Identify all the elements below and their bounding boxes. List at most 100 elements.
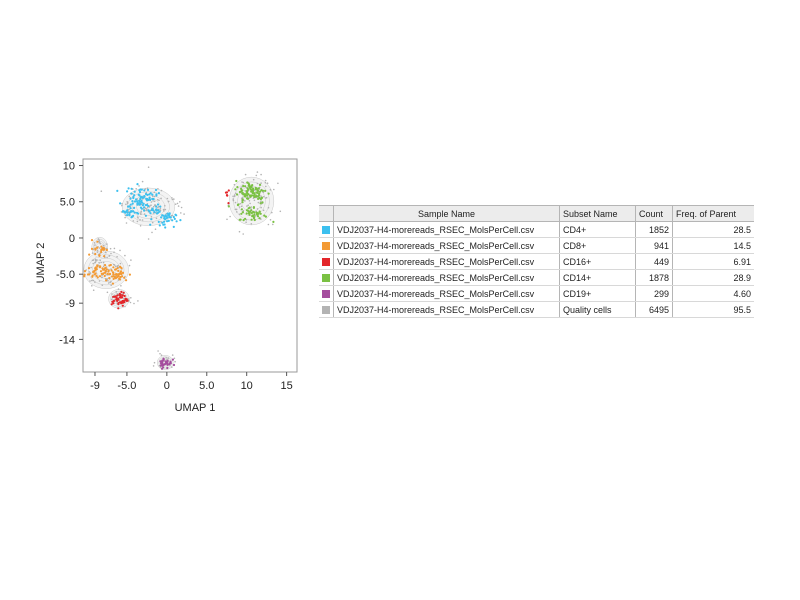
data-point bbox=[100, 248, 103, 252]
data-point bbox=[262, 209, 265, 212]
data-point bbox=[101, 274, 103, 277]
data-point bbox=[146, 187, 149, 189]
data-point bbox=[115, 265, 117, 268]
data-point bbox=[130, 297, 132, 299]
data-point bbox=[250, 206, 253, 208]
row-sample-name: VDJ2037-H4-morereads_RSEC_MolsPerCell.cs… bbox=[333, 269, 560, 286]
data-point bbox=[128, 300, 130, 302]
data-point bbox=[256, 208, 259, 210]
data-point bbox=[122, 210, 125, 213]
data-point bbox=[159, 208, 162, 210]
data-point bbox=[111, 300, 114, 303]
data-point bbox=[253, 218, 256, 222]
data-point bbox=[166, 197, 169, 200]
header-freq-of-parent[interactable]: Freq. of Parent bbox=[672, 205, 754, 222]
header-sample-name[interactable]: Sample Name bbox=[333, 205, 560, 222]
data-point bbox=[169, 360, 172, 363]
table-row[interactable]: VDJ2037-H4-morereads_RSEC_MolsPerCell.cs… bbox=[319, 285, 754, 302]
data-point bbox=[133, 190, 136, 193]
data-point bbox=[93, 273, 96, 276]
data-point bbox=[125, 299, 128, 302]
data-point bbox=[129, 301, 132, 304]
data-point bbox=[250, 194, 254, 197]
data-point bbox=[160, 189, 163, 192]
data-point bbox=[150, 216, 153, 218]
row-count: 1878 bbox=[635, 269, 673, 286]
data-point bbox=[113, 247, 116, 250]
data-point bbox=[137, 217, 139, 219]
data-point bbox=[90, 266, 92, 269]
table-row[interactable]: VDJ2037-H4-morereads_RSEC_MolsPerCell.cs… bbox=[319, 269, 754, 286]
x-tick-label: -9 bbox=[90, 380, 100, 392]
data-point bbox=[98, 247, 101, 249]
data-point bbox=[120, 290, 123, 293]
data-point bbox=[125, 203, 127, 206]
data-point bbox=[145, 209, 147, 212]
data-point bbox=[165, 357, 167, 359]
data-point bbox=[102, 244, 105, 247]
table-row[interactable]: VDJ2037-H4-morereads_RSEC_MolsPerCell.cs… bbox=[319, 253, 754, 270]
data-point bbox=[247, 212, 250, 215]
population-table: Sample Name Subset Name Count Freq. of P… bbox=[319, 205, 754, 318]
data-point bbox=[247, 184, 250, 187]
data-point bbox=[104, 251, 107, 254]
data-point bbox=[244, 173, 247, 176]
table-row[interactable]: VDJ2037-H4-morereads_RSEC_MolsPerCell.cs… bbox=[319, 301, 754, 318]
y-tick-label: -5.0 bbox=[56, 269, 75, 281]
y-tick-label: 10 bbox=[63, 161, 75, 173]
data-point bbox=[157, 188, 159, 190]
data-point bbox=[164, 205, 166, 207]
data-point bbox=[251, 191, 254, 195]
data-point bbox=[146, 188, 150, 191]
data-point bbox=[139, 188, 142, 191]
data-point bbox=[120, 302, 123, 305]
data-point bbox=[163, 220, 166, 223]
header-count[interactable]: Count bbox=[635, 205, 673, 222]
data-point bbox=[269, 219, 272, 221]
data-point bbox=[241, 199, 244, 202]
data-point bbox=[140, 200, 143, 203]
header-subset-name[interactable]: Subset Name bbox=[559, 205, 636, 222]
data-point bbox=[136, 202, 139, 205]
data-point bbox=[130, 192, 133, 195]
x-tick-label: -5.0 bbox=[117, 380, 136, 392]
data-point bbox=[133, 206, 136, 209]
data-point bbox=[152, 197, 155, 201]
data-point bbox=[242, 219, 245, 222]
data-point bbox=[234, 188, 237, 191]
data-point bbox=[100, 245, 103, 248]
table-row[interactable]: VDJ2037-H4-morereads_RSEC_MolsPerCell.cs… bbox=[319, 237, 754, 254]
data-point bbox=[104, 278, 107, 280]
data-point bbox=[154, 188, 158, 192]
data-point bbox=[226, 218, 228, 221]
series-cd8- bbox=[83, 239, 131, 285]
data-point bbox=[153, 195, 156, 198]
data-point bbox=[130, 216, 133, 219]
data-point bbox=[242, 233, 244, 235]
data-point bbox=[133, 194, 136, 197]
data-point bbox=[238, 206, 241, 208]
data-point bbox=[116, 275, 119, 278]
data-point bbox=[106, 272, 109, 275]
data-point bbox=[168, 215, 171, 218]
data-point bbox=[183, 213, 185, 215]
data-point bbox=[115, 297, 118, 300]
data-point bbox=[246, 205, 248, 207]
data-point bbox=[105, 274, 107, 276]
data-point bbox=[98, 261, 100, 264]
data-point bbox=[141, 204, 144, 207]
data-point bbox=[102, 265, 105, 268]
data-point bbox=[98, 275, 102, 278]
table-row[interactable]: VDJ2037-H4-morereads_RSEC_MolsPerCell.cs… bbox=[319, 221, 754, 238]
data-point bbox=[118, 277, 121, 280]
data-point bbox=[152, 365, 155, 367]
data-point bbox=[241, 191, 244, 195]
data-point bbox=[93, 270, 96, 273]
row-count: 6495 bbox=[635, 301, 673, 318]
data-point bbox=[120, 285, 122, 287]
data-point bbox=[108, 277, 111, 280]
data-point bbox=[136, 200, 139, 203]
data-point bbox=[113, 294, 115, 297]
legend-swatch bbox=[322, 306, 330, 315]
data-point bbox=[107, 282, 110, 284]
